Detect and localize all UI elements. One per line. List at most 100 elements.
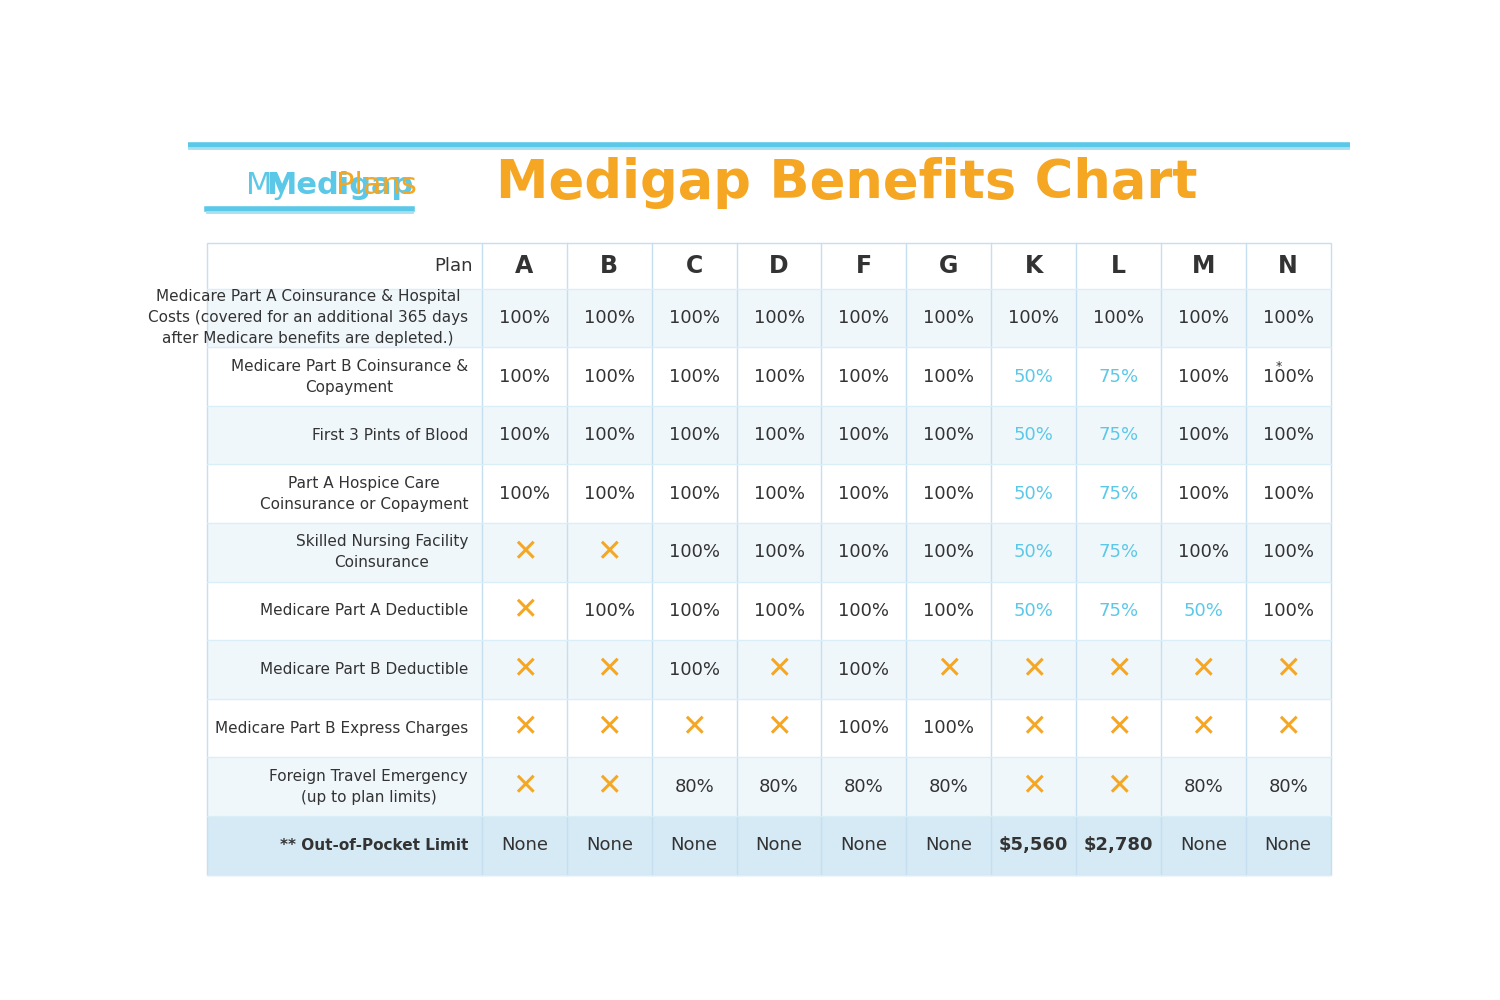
- Bar: [207, 347, 1330, 406]
- Text: None: None: [926, 836, 972, 854]
- Text: 100%: 100%: [1178, 485, 1228, 503]
- Text: 80%: 80%: [928, 778, 969, 796]
- Text: 100%: 100%: [1178, 368, 1228, 386]
- Text: M: M: [1191, 254, 1215, 278]
- Text: 100%: 100%: [500, 309, 550, 327]
- Text: 75%: 75%: [1098, 543, 1138, 561]
- Text: ✕: ✕: [512, 714, 537, 743]
- Text: ✕: ✕: [597, 772, 622, 801]
- Text: ✕: ✕: [1191, 655, 1216, 684]
- Text: 100%: 100%: [839, 368, 890, 386]
- Text: 100%: 100%: [1263, 485, 1314, 503]
- Text: 100%: 100%: [669, 485, 720, 503]
- Text: ✕: ✕: [1106, 714, 1131, 743]
- Text: 100%: 100%: [584, 426, 634, 444]
- Text: First 3 Pints of Blood: First 3 Pints of Blood: [312, 428, 468, 443]
- Text: ✕: ✕: [1022, 772, 1047, 801]
- Text: ✕: ✕: [766, 714, 792, 743]
- Text: 100%: 100%: [922, 309, 974, 327]
- Text: B: B: [600, 254, 618, 278]
- Bar: [207, 243, 1330, 875]
- Text: ✕: ✕: [1022, 655, 1047, 684]
- Text: 50%: 50%: [1184, 602, 1224, 620]
- Bar: [207, 464, 1330, 523]
- Text: ✕: ✕: [936, 655, 962, 684]
- Text: A: A: [516, 254, 534, 278]
- Text: 100%: 100%: [922, 368, 974, 386]
- Text: 75%: 75%: [1098, 426, 1138, 444]
- Text: Medicare Part B Deductible: Medicare Part B Deductible: [260, 662, 468, 677]
- Text: 100%: 100%: [584, 485, 634, 503]
- Text: 100%: 100%: [753, 543, 804, 561]
- Text: 80%: 80%: [675, 778, 714, 796]
- Text: F: F: [856, 254, 871, 278]
- Text: 100%: 100%: [1008, 309, 1059, 327]
- Text: 50%: 50%: [1014, 602, 1053, 620]
- Text: 75%: 75%: [1098, 368, 1138, 386]
- Text: ✕: ✕: [1106, 655, 1131, 684]
- Text: 100%: 100%: [500, 485, 550, 503]
- Text: 100%: 100%: [669, 543, 720, 561]
- Text: ✕: ✕: [597, 714, 622, 743]
- Text: 50%: 50%: [1014, 543, 1053, 561]
- Text: 100%: 100%: [584, 309, 634, 327]
- Text: 100%: 100%: [669, 602, 720, 620]
- Text: Medicare Part A Deductible: Medicare Part A Deductible: [260, 603, 468, 618]
- Text: K: K: [1024, 254, 1042, 278]
- Text: 100%: 100%: [922, 485, 974, 503]
- Text: *: *: [1276, 360, 1282, 373]
- Text: ✕: ✕: [512, 596, 537, 625]
- Text: ✕: ✕: [681, 714, 706, 743]
- Text: Foreign Travel Emergency
(up to plan limits): Foreign Travel Emergency (up to plan lim…: [270, 769, 468, 805]
- Text: None: None: [840, 836, 888, 854]
- Text: 100%: 100%: [922, 719, 974, 737]
- Text: Plans: Plans: [336, 171, 417, 200]
- Text: Medicare Part B Coinsurance &
Copayment: Medicare Part B Coinsurance & Copayment: [231, 359, 468, 395]
- Text: 50%: 50%: [1014, 426, 1053, 444]
- Text: 100%: 100%: [839, 543, 890, 561]
- Text: 100%: 100%: [584, 368, 634, 386]
- Text: Plan: Plan: [433, 257, 472, 275]
- Text: None: None: [501, 836, 548, 854]
- Text: ✕: ✕: [597, 538, 622, 567]
- Text: Part A Hospice Care
Coinsurance or Copayment: Part A Hospice Care Coinsurance or Copay…: [260, 476, 468, 512]
- Text: 100%: 100%: [1263, 602, 1314, 620]
- Text: 75%: 75%: [1098, 485, 1138, 503]
- Text: 100%: 100%: [922, 602, 974, 620]
- Text: ** Out-of-Pocket Limit: ** Out-of-Pocket Limit: [279, 838, 468, 853]
- Bar: [207, 699, 1330, 757]
- Text: 100%: 100%: [753, 602, 804, 620]
- Text: Skilled Nursing Facility
Coinsurance: Skilled Nursing Facility Coinsurance: [296, 534, 468, 570]
- Text: 100%: 100%: [753, 368, 804, 386]
- Text: ✕: ✕: [512, 655, 537, 684]
- Text: ✕: ✕: [1191, 714, 1216, 743]
- Bar: [207, 582, 1330, 640]
- Text: 100%: 100%: [500, 368, 550, 386]
- Text: 100%: 100%: [1094, 309, 1144, 327]
- Text: Medigap: Medigap: [267, 171, 414, 200]
- Text: 100%: 100%: [922, 426, 974, 444]
- Text: ✕: ✕: [512, 538, 537, 567]
- Text: 50%: 50%: [1014, 368, 1053, 386]
- Text: 100%: 100%: [839, 719, 890, 737]
- Text: 100%: 100%: [669, 426, 720, 444]
- Text: 100%: 100%: [669, 309, 720, 327]
- Text: 100%: 100%: [1178, 543, 1228, 561]
- Text: None: None: [670, 836, 717, 854]
- Text: 100%: 100%: [922, 543, 974, 561]
- Bar: [207, 816, 1330, 875]
- Text: 100%: 100%: [1263, 426, 1314, 444]
- Text: 80%: 80%: [1269, 778, 1308, 796]
- Text: Medicare Part A Coinsurance & Hospital
Costs (covered for an additional 365 days: Medicare Part A Coinsurance & Hospital C…: [148, 289, 468, 346]
- Text: 100%: 100%: [1263, 543, 1314, 561]
- Text: $2,780: $2,780: [1083, 836, 1154, 854]
- Text: 100%: 100%: [753, 309, 804, 327]
- Text: Medigap Benefits Chart: Medigap Benefits Chart: [495, 157, 1197, 209]
- Bar: [207, 406, 1330, 464]
- Text: 100%: 100%: [584, 602, 634, 620]
- Text: 100%: 100%: [1178, 309, 1228, 327]
- Bar: [207, 243, 1330, 289]
- Text: C: C: [686, 254, 703, 278]
- Text: None: None: [1264, 836, 1311, 854]
- Text: 100%: 100%: [500, 426, 550, 444]
